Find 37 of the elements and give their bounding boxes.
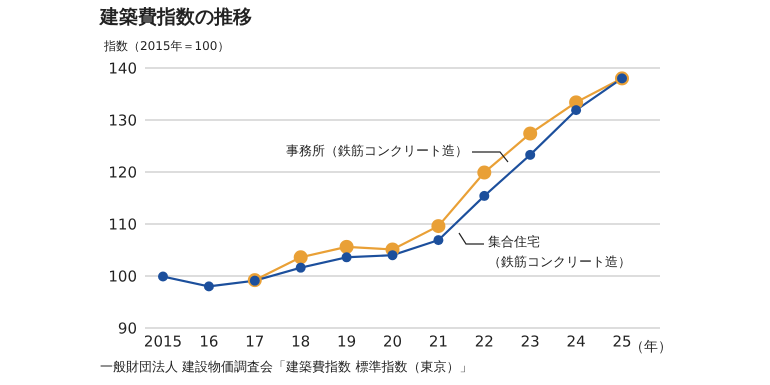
point: [433, 235, 444, 246]
text: 集合住宅（鉄筋コンクリート造）: [488, 234, 631, 272]
y-axis-title: 指数（2015年＝100）: [104, 38, 230, 55]
x-tick-label: 21: [428, 332, 448, 351]
point: [479, 190, 490, 201]
y-tick-label: 100: [108, 267, 137, 286]
x-axis-title: （年）: [630, 339, 672, 356]
x-tick-label: 2015: [144, 332, 182, 351]
text: 一般財団法人 建設物価調査会「建築費指数 標準指数（東京）」: [100, 359, 472, 376]
series-label: 事務所（鉄筋コンクリート造）: [285, 143, 468, 161]
point: [571, 105, 582, 116]
point: [342, 252, 352, 262]
point: [158, 272, 168, 282]
x-tick-label: 20: [382, 332, 402, 351]
y-tick-label: 110: [108, 215, 137, 234]
x-tick-label: 19: [337, 332, 356, 351]
y-tick-label: 140: [108, 59, 137, 78]
y-tick-label: 90: [118, 319, 137, 338]
point: [523, 126, 538, 141]
x-tick-label: 25: [612, 332, 632, 351]
x-tick-label: 24: [566, 332, 586, 351]
point: [388, 250, 398, 260]
x-tick-label: 22: [474, 332, 494, 351]
x-tick-label: 17: [245, 332, 264, 351]
point: [294, 250, 308, 264]
point: [340, 240, 354, 254]
y-tick-label: 120: [108, 163, 137, 182]
point: [296, 262, 306, 273]
point: [204, 281, 214, 292]
chart-title: 建築費指数の推移: [100, 5, 252, 30]
point: [431, 219, 446, 234]
x-tick-label: 16: [199, 332, 218, 351]
y-tick-label: 130: [108, 111, 137, 130]
point: [477, 166, 492, 180]
x-tick-label: 18: [291, 332, 310, 351]
x-tick-label: 23: [520, 332, 540, 351]
point: [525, 150, 536, 160]
